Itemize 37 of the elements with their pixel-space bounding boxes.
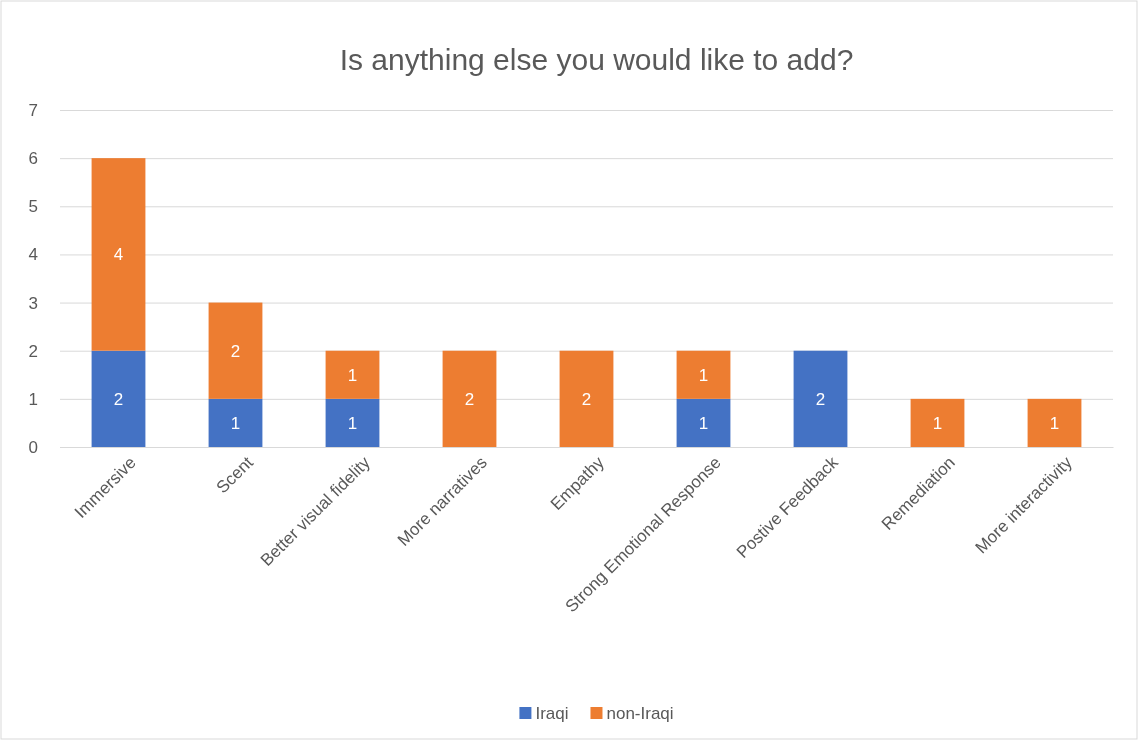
legend-label: non-Iraqi [606,703,674,723]
data-label: 2 [581,389,592,409]
data-label: 4 [113,245,124,265]
bar [208,398,263,447]
bar [676,350,731,399]
y-tick-label: 3 [28,293,38,313]
y-tick-label: 5 [28,197,38,217]
y-tick-label: 1 [28,389,38,409]
y-tick-label: 4 [28,245,38,265]
data-label: 2 [464,389,475,409]
y-tick-label: 7 [28,100,38,120]
y-tick-label: 6 [28,149,38,169]
bar [91,350,146,447]
bar [910,398,965,447]
bar [325,398,380,447]
bar [442,350,497,447]
data-label: 1 [698,365,709,385]
y-tick-label: 2 [28,341,38,361]
legend-label: Iraqi [535,703,569,723]
data-label: 1 [347,365,358,385]
data-label: 1 [230,413,241,433]
bar [91,158,146,351]
bar [325,350,380,399]
bar [559,350,614,447]
bar [1027,398,1082,447]
bar [793,350,848,447]
y-tick-label: 0 [28,437,38,457]
data-label: 2 [113,389,124,409]
data-label: 2 [815,389,826,409]
bar [208,302,263,399]
chart-title: Is anything else you would like to add? [339,43,854,76]
data-label: 1 [347,413,358,433]
data-label: 2 [230,341,241,361]
data-label: 1 [932,413,943,433]
data-label: 1 [698,413,709,433]
data-label: 1 [1049,413,1060,433]
bar [676,398,731,447]
